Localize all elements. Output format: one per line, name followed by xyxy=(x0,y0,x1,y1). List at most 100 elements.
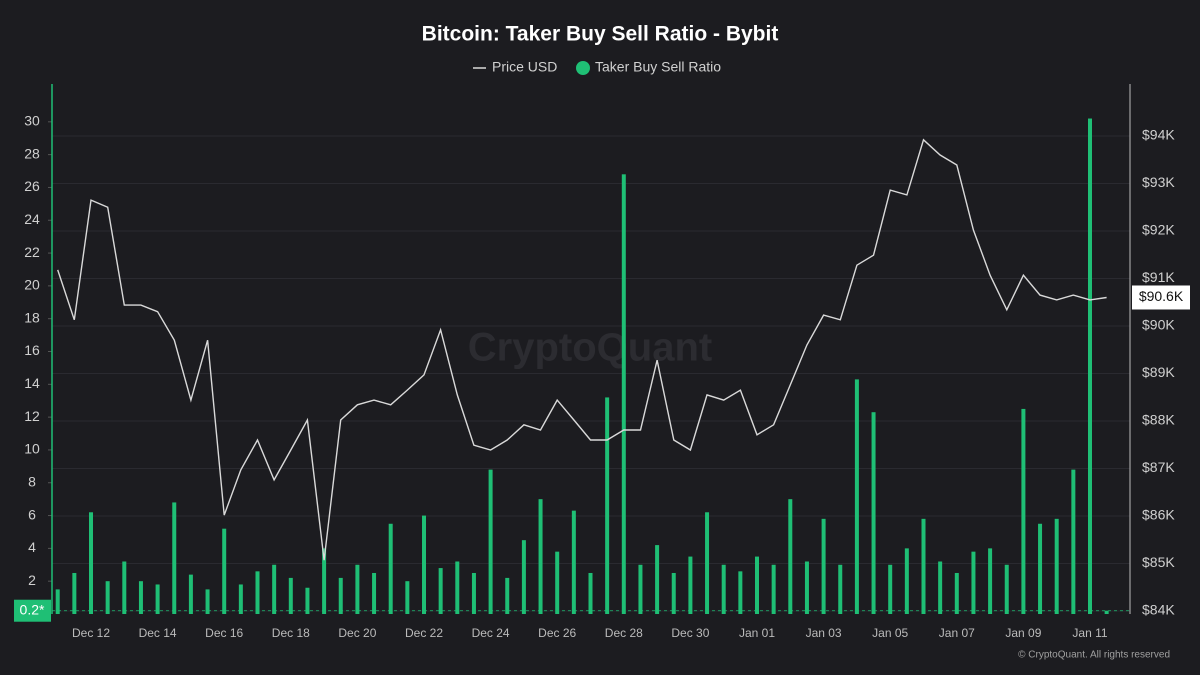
bar xyxy=(238,584,243,614)
x-tick-label: Dec 22 xyxy=(405,626,443,640)
legend-label: Price USD xyxy=(492,59,557,75)
bar xyxy=(555,551,560,614)
y-tick-label: 20 xyxy=(24,277,40,293)
x-tick-label: Dec 18 xyxy=(272,626,310,640)
bar xyxy=(55,589,60,614)
x-tick-label: Jan 11 xyxy=(1072,626,1107,640)
bar xyxy=(688,556,693,614)
bar xyxy=(471,572,476,614)
y2-tick-label: $85K xyxy=(1142,554,1175,570)
bar xyxy=(1088,118,1092,614)
bar xyxy=(122,561,127,614)
bar xyxy=(322,548,327,614)
bar xyxy=(838,564,843,614)
chart-title: Bitcoin: Taker Buy Sell Ratio - Bybit xyxy=(422,23,779,46)
x-tick-label: Dec 16 xyxy=(205,626,243,640)
bar xyxy=(804,561,809,614)
y-tick-label: 6 xyxy=(28,506,36,522)
bar xyxy=(755,556,759,614)
bar xyxy=(388,523,393,614)
current-box xyxy=(1132,285,1190,310)
y-tick-label: 26 xyxy=(24,178,40,194)
x-tick-label: Dec 20 xyxy=(338,626,376,640)
bar xyxy=(588,572,593,614)
y-tick-label: 10 xyxy=(24,441,40,457)
bar xyxy=(288,577,293,614)
y2-tick-label: $90K xyxy=(1142,317,1175,333)
bar xyxy=(1021,408,1026,614)
bar xyxy=(921,518,926,614)
y-tick-label: 22 xyxy=(24,244,40,260)
y2-tick-label: $91K xyxy=(1142,269,1175,285)
bar xyxy=(1104,610,1109,614)
bar xyxy=(1054,518,1059,614)
y2-tick-label: $84K xyxy=(1142,602,1175,618)
bar xyxy=(721,564,726,614)
bar xyxy=(1071,469,1076,614)
bar xyxy=(255,571,260,614)
bar xyxy=(305,587,310,614)
bar xyxy=(405,581,410,614)
bar xyxy=(422,515,426,614)
x-tick-label: Jan 05 xyxy=(872,626,908,640)
bar xyxy=(538,499,543,614)
bar xyxy=(105,581,110,614)
legend-label: Taker Buy Sell Ratio xyxy=(595,59,721,75)
bar xyxy=(738,571,743,614)
bar xyxy=(188,574,193,614)
bar xyxy=(671,572,676,614)
bar xyxy=(455,561,460,614)
bar xyxy=(854,379,859,614)
y-tick-label: 16 xyxy=(24,342,40,358)
x-tick-label: Dec 12 xyxy=(72,626,110,640)
bar xyxy=(605,397,610,614)
bar xyxy=(771,564,776,614)
current-label: $90.6K xyxy=(1139,288,1184,304)
watermark: CryptoQuant xyxy=(468,326,712,370)
bar xyxy=(655,545,660,614)
bar xyxy=(172,502,177,614)
bar xyxy=(72,572,77,614)
x-tick-label: Dec 14 xyxy=(139,626,177,640)
y2-tick-label: $92K xyxy=(1142,222,1175,238)
bar xyxy=(821,518,826,614)
x-tick-label: Jan 03 xyxy=(806,626,842,640)
bar xyxy=(954,572,959,614)
x-tick-label: Jan 09 xyxy=(1005,626,1041,640)
y-tick-label: 18 xyxy=(24,309,40,325)
y2-tick-label: $93K xyxy=(1142,174,1175,190)
bar xyxy=(372,572,377,614)
y-tick-label: 14 xyxy=(24,375,40,391)
bar xyxy=(521,540,526,614)
bar xyxy=(571,510,576,614)
x-tick-label: Jan 01 xyxy=(739,626,775,640)
credit: © CryptoQuant. All rights reserved xyxy=(1018,650,1170,661)
bar xyxy=(638,564,643,614)
y-tick-label: 2 xyxy=(28,572,36,588)
y-tick-label: 30 xyxy=(24,113,40,129)
bar xyxy=(155,584,160,614)
y2-tick-label: $94K xyxy=(1142,127,1175,143)
y-tick-label: 4 xyxy=(28,539,36,555)
legend-swatch xyxy=(576,61,590,75)
bar xyxy=(505,577,510,614)
y2-tick-label: $89K xyxy=(1142,364,1175,380)
y-tick-label: 24 xyxy=(24,211,40,227)
bar xyxy=(888,564,893,614)
bar xyxy=(871,412,876,614)
bar xyxy=(222,528,227,614)
bar xyxy=(1004,564,1009,614)
bar xyxy=(138,581,143,614)
bar xyxy=(938,561,943,614)
x-tick-label: Dec 30 xyxy=(671,626,709,640)
bar xyxy=(904,548,909,614)
bar xyxy=(205,589,210,614)
y2-tick-label: $86K xyxy=(1142,507,1175,523)
bar xyxy=(988,548,993,614)
x-tick-label: Dec 28 xyxy=(605,626,643,640)
bar xyxy=(971,551,976,614)
x-tick-label: Dec 24 xyxy=(472,626,510,640)
